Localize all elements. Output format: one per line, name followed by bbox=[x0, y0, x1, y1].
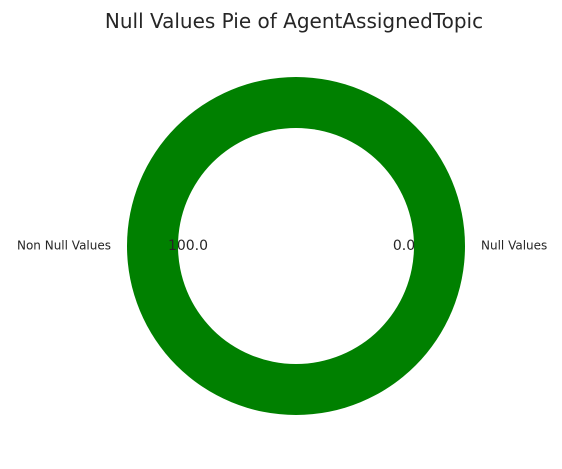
slice-label-non-null-values: Non Null Values bbox=[17, 239, 111, 253]
donut-hole bbox=[178, 128, 414, 364]
slice-value-non-null-values: 100.0 bbox=[168, 238, 208, 254]
slice-label-null-values: Null Values bbox=[481, 239, 547, 253]
slice-labels: Null Values 0.0 Non Null Values 100.0 bbox=[17, 238, 547, 254]
chart-title: Null Values Pie of AgentAssignedTopic bbox=[105, 9, 483, 33]
slice-value-null-values: 0.0 bbox=[393, 238, 415, 254]
